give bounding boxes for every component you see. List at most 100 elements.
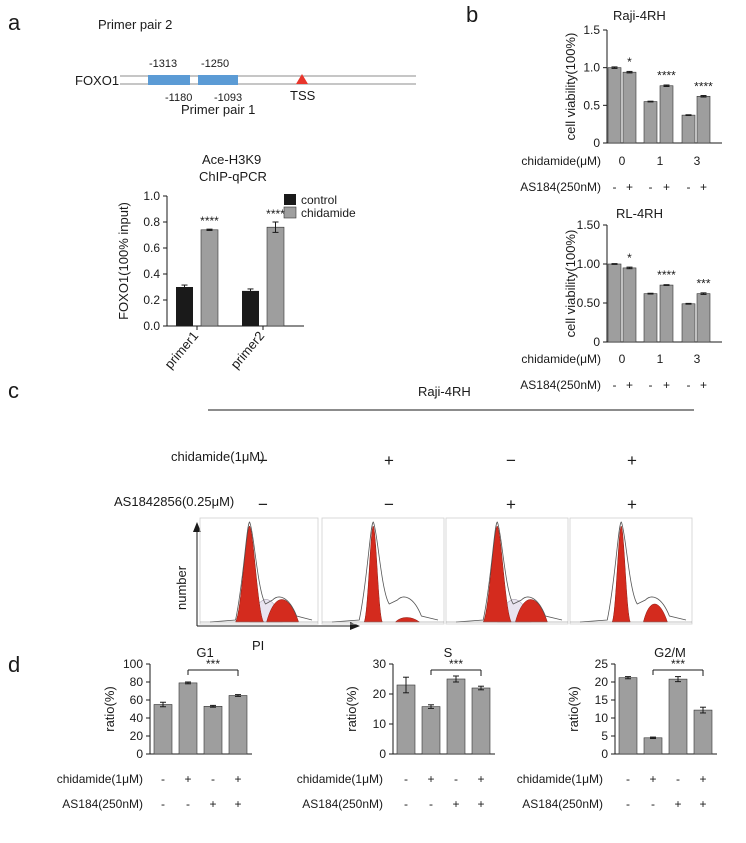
legend-label-control: control	[301, 193, 337, 207]
chart-b2-ytick-label: 1.00	[577, 257, 601, 271]
chart-b1-ytick-label: 0.5	[583, 98, 600, 112]
chart-b1-significance: ****	[694, 79, 713, 93]
chart-b1-as-sign: -	[613, 180, 617, 194]
chart-b1-bar	[607, 67, 622, 144]
chart-b1-ytick-label: 0	[593, 136, 600, 150]
chart-b2-significance: ***	[696, 277, 710, 291]
chart-d3-as-sign: +	[699, 797, 706, 811]
chart-d1-row-chid-label: chidamide(1μM)	[57, 772, 143, 786]
panel-label-d: d	[8, 652, 20, 677]
chart-b2-bar	[681, 303, 696, 343]
cell-line-label: Raji-4RH	[418, 384, 471, 399]
chart-d2-as-sign: -	[429, 797, 433, 811]
chart-b1-dose: 1	[657, 154, 664, 168]
chart-d2-row-as-label: AS184(250nM)	[302, 797, 383, 811]
chart-d1-ytick-label: 0	[136, 747, 143, 761]
chart-d3-as-sign: -	[651, 797, 655, 811]
chart-d1-ytick-label: 20	[130, 729, 144, 743]
chart-d1-as-sign: -	[186, 797, 190, 811]
chart-b1-bar	[696, 95, 711, 144]
chart-d3-row-chid-label: chidamide(1μM)	[517, 772, 603, 786]
flow-g1-peak	[363, 525, 383, 623]
chart-b2-ytick-label: 0.50	[577, 296, 601, 310]
panel-label-b: b	[466, 2, 478, 27]
c-as-sign: +	[506, 495, 516, 514]
chart-d3-chid-sign: -	[626, 772, 630, 786]
flow-trace-line	[579, 521, 687, 623]
chart-b1-ylabel: cell viability(100%)	[563, 33, 578, 141]
flow-g1-peak	[235, 525, 264, 623]
chart-d3-ytick-label: 25	[595, 657, 609, 671]
chart-a-chip-qpcr: 0.0 0.2 0.4 0.6 0.8 1.0 FOXO1(100% input) **** p…	[116, 189, 304, 372]
chart-d1-chid-sign: +	[234, 772, 241, 786]
chart-d1-bar	[178, 682, 198, 755]
chip-title-1: Ace-H3K9	[202, 152, 261, 167]
a-ytick-label: 1.0	[143, 189, 160, 203]
chart-d2-as-sign: -	[404, 797, 408, 811]
chart-d3-chid-sign: +	[649, 772, 656, 786]
chart-d2-ytick-label: 10	[373, 717, 387, 731]
a-bar-chidamide	[266, 226, 285, 327]
chart-d2-ytick-label: 0	[379, 747, 386, 761]
chart-b2-dose: 3	[694, 352, 701, 366]
chart-d2-bar	[396, 684, 416, 755]
c-as-sign: +	[627, 495, 637, 514]
chart-d2-ytick-label: 20	[373, 687, 387, 701]
chart-d2-chid-sign: -	[454, 772, 458, 786]
tss-triangle-icon	[296, 74, 308, 84]
chart-d1-bar	[228, 695, 248, 755]
pos-bottom-2: -1093	[214, 92, 242, 104]
chart-b2-row-as-label: AS184(250nM)	[520, 378, 601, 392]
flow-g1-peak	[482, 525, 512, 623]
c-chid-sign: −	[258, 451, 268, 470]
chart-d3-ylabel: ratio(%)	[566, 686, 581, 732]
chart-d2-title: S	[444, 645, 453, 660]
flow-g2-peak	[643, 603, 668, 623]
tss-label: TSS	[290, 88, 316, 103]
chart-b1-as-sign: +	[700, 180, 707, 194]
chart-b2-ylabel: cell viability(100%)	[563, 230, 578, 338]
chart-b2-row-chid-label: chidamide(μM)	[521, 352, 601, 366]
chart-b1-as-sign: +	[626, 180, 633, 194]
chart-b2-bar	[659, 284, 674, 343]
chart-d1-as-sign: -	[161, 797, 165, 811]
chart-b1-ytick-label: 1.0	[583, 61, 600, 75]
chart-b1-significance: *	[627, 55, 632, 69]
c-chid-sign: +	[627, 451, 637, 470]
chart-d3-as-sign: -	[626, 797, 630, 811]
chart-d2-bar	[471, 687, 491, 755]
chart-d1-ytick-label: 100	[123, 657, 143, 671]
a-bar-control	[242, 290, 259, 326]
chart-b2-dose: 0	[619, 352, 626, 366]
row-chid-label-c: chidamide(1μM)	[171, 449, 264, 464]
legend-label-chidamide: chidamide	[301, 206, 356, 220]
chart-d3-ytick-label: 10	[595, 711, 609, 725]
a-significance: ****	[200, 214, 219, 228]
y-axis-number: number	[174, 565, 189, 610]
chart-d2-ytick-label: 30	[373, 657, 387, 671]
chart-d2-row-chid-label: chidamide(1μM)	[297, 772, 383, 786]
flow-panel-frame	[445, 517, 569, 625]
chart-b2-as-sign: +	[626, 378, 633, 392]
chart-d1-as-sign: +	[209, 797, 216, 811]
chart-d3-significance: ***	[671, 657, 685, 671]
legend-swatch-chidamide	[283, 206, 297, 219]
chart-d3-as-sign: +	[674, 797, 681, 811]
flow-panel-frame	[199, 517, 319, 625]
panel-label-c: c	[8, 378, 19, 403]
chart-d2-as-sign: +	[477, 797, 484, 811]
chart-b2-significance: ****	[657, 268, 676, 282]
chart-b2-significance: *	[627, 251, 632, 265]
chart-d1-bar	[153, 704, 173, 755]
primer-box-2	[198, 75, 238, 85]
chart-b1-significance: ****	[657, 69, 676, 83]
a-bar-control	[176, 287, 193, 326]
chart-b1-row-chid-label: chidamide(μM)	[521, 154, 601, 168]
chart-b1-as-sign: +	[663, 180, 670, 194]
c-chid-sign: +	[384, 451, 394, 470]
chart-b2-as-sign: -	[687, 378, 691, 392]
chart-d3-bar	[618, 677, 638, 755]
c-as-sign: −	[384, 495, 394, 514]
chart-d-g1: G1 0 20 40 60 80 100 ratio(%) *** - + - + - - + + chidami…	[57, 645, 252, 811]
